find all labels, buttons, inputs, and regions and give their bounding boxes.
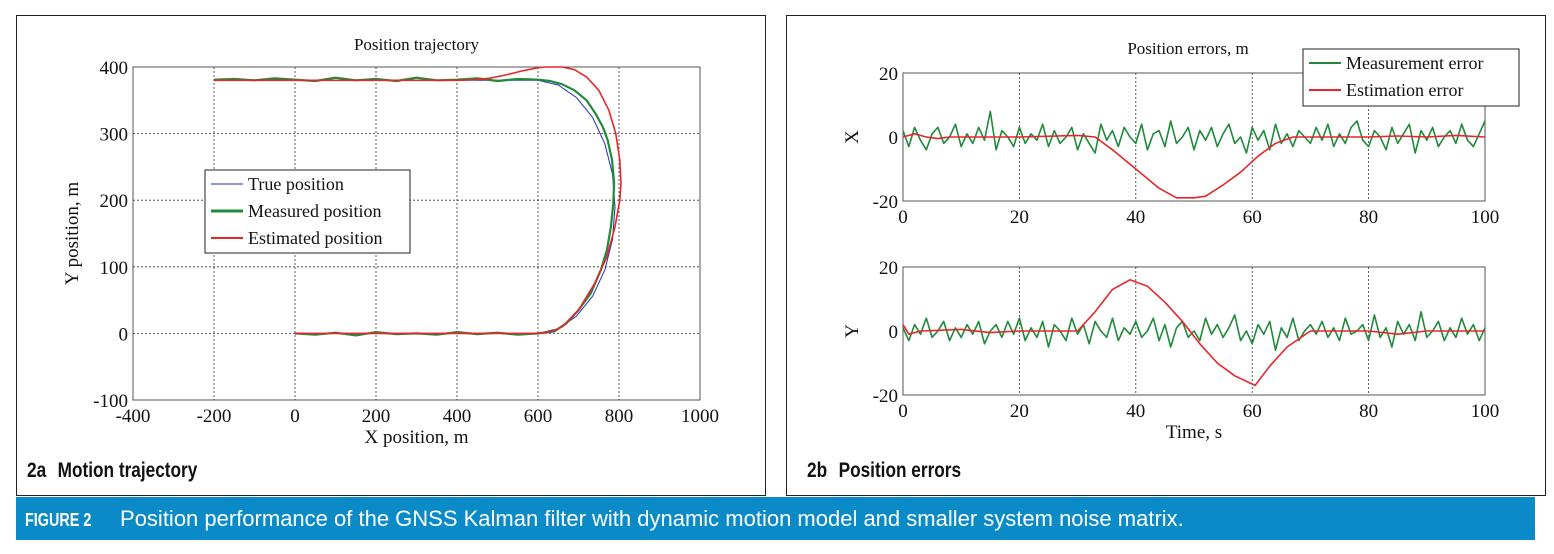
x-tick-label: 100 [1471,207,1500,228]
x-tick-label: 0 [898,401,908,422]
y-tick-label: 300 [100,125,129,146]
chart-title: Position trajectory [354,35,480,54]
panel-b-number: 2b [807,459,828,482]
x-tick-label: 40 [1126,207,1145,228]
y-tick-label: -20 [873,386,898,407]
legend-label: Estimated position [248,228,383,248]
x-tick-label: 800 [605,406,634,427]
legend-label: Measured position [248,201,381,221]
x-tick-label: 80 [1359,207,1378,228]
x-tick-label: 1000 [681,406,719,427]
y-tick-label: -20 [873,192,898,213]
y-tick-label: -100 [93,391,128,412]
y-tick-label: 0 [119,324,129,345]
figure-number: FIGURE 2 [25,510,92,530]
y-axis-label: Y [842,324,863,338]
legend-label: Measurement error [1346,53,1483,73]
figure-caption: FIGURE 2 Position performance of the GNSS… [16,497,1535,540]
x-tick-label: 0 [898,207,908,228]
x-tick-label: 20 [1010,207,1029,228]
panel-b-title: Position errors [838,459,962,482]
x-tick-label: 600 [524,406,553,427]
legend-label: True position [248,174,344,194]
x-axis-label: X position, m [365,427,469,448]
series-line-measurement-error [902,310,1486,352]
y-tick-label: 400 [100,58,129,79]
panel-a-title: Motion trajectory [57,459,198,482]
x-tick-label: -200 [197,406,232,427]
y-tick-label: 0 [889,128,899,149]
x-tick-label: 40 [1126,401,1145,422]
x-axis-label: Time, s [1166,422,1222,443]
panel-a-number: 2a [27,459,47,482]
y-tick-label: 20 [879,64,898,85]
y-tick-label: 0 [889,322,899,343]
chart-title: Position errors, m [1127,39,1248,58]
panel-b-label: 2b Position errors [807,459,961,483]
y-axis-label: Y position, m [62,182,83,285]
y-tick-label: 200 [100,191,129,212]
x-tick-label: 60 [1243,207,1262,228]
series-line-estimated-position [214,66,622,335]
y-tick-label: 20 [879,258,898,279]
series-line-estimation-error [902,278,1485,387]
panel-a-label: 2a Motion trajectory [27,459,197,483]
x-tick-label: 400 [443,406,472,427]
series-line-estimation-error [902,133,1486,199]
caption-text: Position performance of the GNSS Kalman … [120,506,1184,531]
x-tick-label: 20 [1010,401,1029,422]
x-tick-label: 80 [1359,401,1378,422]
x-tick-label: -400 [116,406,151,427]
legend-errors [1302,48,1520,107]
x-tick-label: 100 [1471,401,1500,422]
x-tick-label: 60 [1243,401,1262,422]
y-axis-label: X [842,130,863,144]
x-tick-label: 0 [290,406,300,427]
y-tick-label: 100 [100,258,129,279]
legend-label: Estimation error [1346,80,1463,100]
x-tick-label: 200 [362,406,391,427]
